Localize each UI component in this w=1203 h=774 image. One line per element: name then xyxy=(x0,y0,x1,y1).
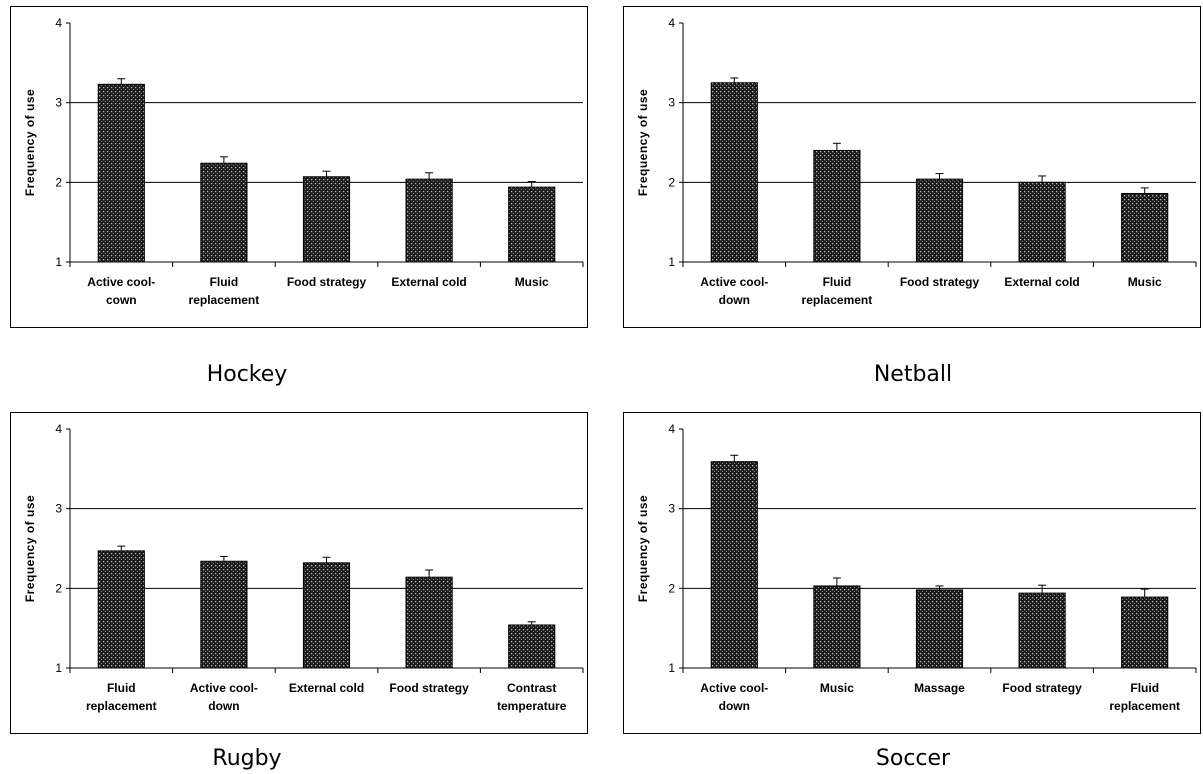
chart-caption-hockey: Hockey xyxy=(206,362,288,387)
chart-panel-rugby: 1 2 3 4 Frequency of use Fluid replacement Acti… xyxy=(10,412,588,734)
bar xyxy=(1018,181,1066,263)
chart-panel-hockey: 1 2 3 4 Frequency of use Active cool-cown Flui… xyxy=(10,6,588,328)
x-tick-label: Music xyxy=(1128,275,1162,289)
x-tick-label: Fluid replacement xyxy=(802,275,873,307)
y-tick-label: 4 xyxy=(668,422,675,436)
y-tick-label: 3 xyxy=(55,502,62,516)
bar xyxy=(405,178,453,263)
bar xyxy=(97,550,145,669)
x-tick-label: External cold xyxy=(391,275,466,289)
y-tick-label: 3 xyxy=(668,96,675,110)
bar xyxy=(97,83,145,263)
y-axis-label: Frequency of use xyxy=(636,495,650,602)
bar xyxy=(813,585,861,669)
y-tick-label: 3 xyxy=(55,96,62,110)
chart-caption-netball: Netball xyxy=(873,362,953,387)
y-tick-label: 2 xyxy=(668,175,675,189)
x-tick-label: Food strategy xyxy=(389,681,469,695)
y-tick-label: 3 xyxy=(668,502,675,516)
bar xyxy=(508,186,556,263)
bar xyxy=(1121,192,1169,263)
bar xyxy=(1018,592,1066,669)
bar xyxy=(813,149,861,263)
y-axis-label: Frequency of use xyxy=(636,89,650,196)
x-tick-label: Active cool-cown xyxy=(87,275,155,307)
x-tick-label: Food strategy xyxy=(1002,681,1082,695)
bar xyxy=(1121,596,1169,669)
y-axis-label: Frequency of use xyxy=(23,89,37,196)
y-tick-label: 1 xyxy=(55,255,62,269)
x-tick-label: Fluid replacement xyxy=(1109,681,1180,713)
chart-caption-soccer: Soccer xyxy=(875,746,951,771)
bar-chart-hockey: 1 2 3 4 Frequency of use Active cool-cown Flui… xyxy=(10,6,588,328)
bar xyxy=(405,576,453,669)
x-tick-label: Food strategy xyxy=(287,275,367,289)
x-tick-label: Massage xyxy=(914,681,965,695)
x-tick-label: Music xyxy=(820,681,854,695)
bar xyxy=(302,562,351,669)
bar xyxy=(200,560,248,669)
x-tick-label: External cold xyxy=(289,681,364,695)
y-tick-label: 1 xyxy=(55,661,62,675)
x-tick-label: Fluid replacement xyxy=(189,275,260,307)
y-tick-label: 1 xyxy=(668,661,675,675)
x-tick-label: Fluid replacement xyxy=(86,681,157,713)
y-axis-label: Frequency of use xyxy=(23,495,37,602)
x-tick-label: Active cool-down xyxy=(700,681,768,713)
x-tick-label: Food strategy xyxy=(900,275,980,289)
y-tick-label: 2 xyxy=(668,581,675,595)
bar xyxy=(200,162,248,263)
x-tick-label: Active cool-down xyxy=(190,681,258,713)
bar xyxy=(508,624,556,669)
bar xyxy=(710,461,758,669)
bar-chart-netball: 1 2 3 4 Frequency of use Active cool-down Flui… xyxy=(623,6,1201,328)
x-tick-label: External cold xyxy=(1004,275,1079,289)
bar xyxy=(915,178,964,263)
bar xyxy=(915,589,964,669)
y-tick-label: 4 xyxy=(55,422,62,436)
bar xyxy=(710,82,758,263)
y-tick-label: 4 xyxy=(668,16,675,30)
y-tick-label: 1 xyxy=(668,255,675,269)
chart-caption-rugby: Rugby xyxy=(212,746,282,771)
bar-chart-soccer: 1 2 3 4 Frequency of use Active cool-down Musi… xyxy=(623,412,1201,734)
y-tick-label: 2 xyxy=(55,175,62,189)
x-tick-label: Contrast temperature xyxy=(497,681,567,713)
bar-chart-rugby: 1 2 3 4 Frequency of use Fluid replacement Acti… xyxy=(10,412,588,734)
y-tick-label: 4 xyxy=(55,16,62,30)
bar xyxy=(302,176,351,263)
chart-panel-netball: 1 2 3 4 Frequency of use Active cool-down Flui… xyxy=(623,6,1201,328)
x-tick-label: Active cool-down xyxy=(700,275,768,307)
y-tick-label: 2 xyxy=(55,581,62,595)
x-tick-label: Music xyxy=(515,275,549,289)
chart-panel-soccer: 1 2 3 4 Frequency of use Active cool-down Musi… xyxy=(623,412,1201,734)
